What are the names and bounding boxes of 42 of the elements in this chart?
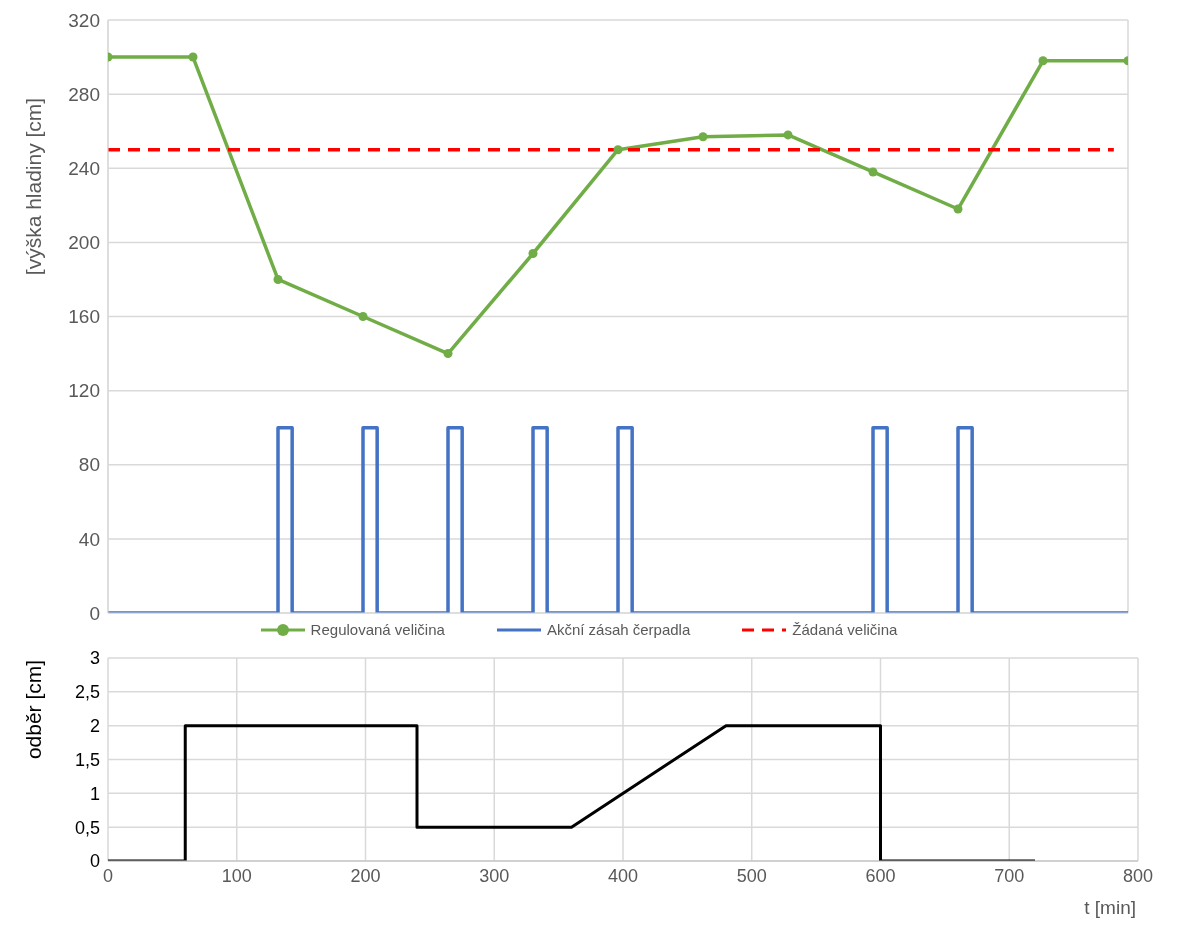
point: [188, 52, 198, 62]
point: [358, 311, 368, 322]
point: [613, 145, 623, 155]
y-tick-label: 200: [68, 232, 100, 254]
y-tick-label: 0: [89, 851, 100, 872]
y-tick-label: 0: [89, 602, 100, 624]
y-tick-label: 2: [89, 716, 100, 737]
point: [783, 130, 793, 140]
y-tick-label: 280: [68, 83, 100, 105]
x-tick-label: 100: [221, 865, 252, 886]
x-tick-label: 400: [607, 865, 639, 886]
y-tick-label: 2,5: [74, 682, 100, 703]
y-tick-label: 1: [89, 783, 100, 804]
x-tick-label: 500: [736, 865, 767, 886]
y-tick-label: 320: [68, 9, 100, 31]
point: [443, 349, 453, 359]
legend-label: Akční zásah čerpadla: [546, 621, 691, 638]
y-tick-label: 40: [78, 528, 100, 550]
point: [273, 274, 283, 284]
x-tick-label: 300: [479, 865, 510, 886]
y-tick-label: 3: [89, 648, 100, 669]
point: [953, 204, 963, 214]
point: [868, 167, 878, 177]
point: [1038, 56, 1048, 66]
y-tick-label: 240: [68, 157, 100, 179]
y-axis-title: odběr [cm]: [22, 659, 46, 760]
point: [698, 132, 708, 142]
legend-label: Regulovaná veličina: [310, 621, 445, 638]
point: [528, 248, 538, 258]
x-tick-label: 600: [865, 865, 896, 886]
y-tick-label: 1,5: [74, 749, 100, 770]
y-tick-label: 120: [68, 380, 100, 402]
x-tick-label: 0: [102, 865, 114, 886]
x-axis-title: t [min]: [1084, 897, 1136, 918]
x-tick-label: 700: [994, 865, 1025, 886]
y-tick-label: 80: [78, 454, 100, 476]
legend-label: Žádaná veličina: [792, 621, 898, 638]
y-tick-label: 0,5: [74, 817, 100, 838]
x-tick-label: 200: [350, 865, 381, 886]
y-tick-label: 160: [68, 306, 100, 328]
y-axis-title: [výška hladiny [cm]: [22, 97, 46, 276]
x-tick-label: 800: [1122, 865, 1154, 886]
